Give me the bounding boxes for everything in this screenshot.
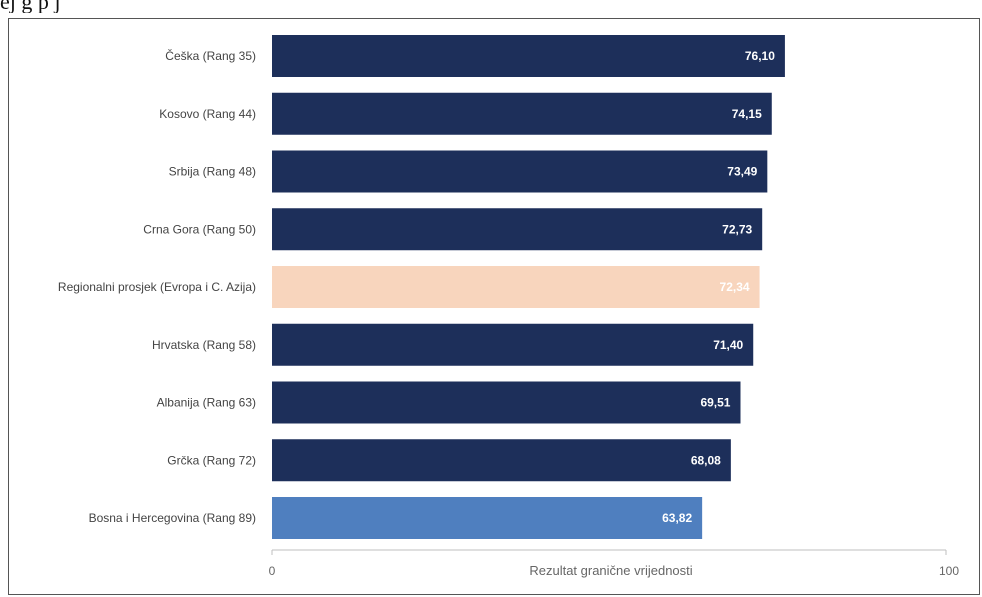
category-label: Albanija (Rang 63) [157, 396, 256, 410]
bar [272, 323, 754, 366]
category-label: Bosna i Hercegovina (Rang 89) [89, 511, 256, 525]
bar-value-label: 69,51 [700, 396, 730, 410]
bar [272, 439, 731, 482]
category-label: Regionalni prosjek (Evropa i C. Azija) [58, 280, 256, 294]
category-label: Grčka (Rang 72) [167, 453, 256, 467]
category-label: Srbija (Rang 48) [169, 165, 256, 179]
bar-value-label: 72,73 [722, 222, 752, 236]
category-label: Češka (Rang 35) [165, 48, 256, 63]
bar-value-label: 74,15 [732, 107, 762, 121]
bar [272, 266, 760, 308]
bar-value-label: 72,34 [720, 280, 750, 294]
x-tick-label: 0 [269, 564, 276, 578]
bar [272, 35, 785, 77]
bar [272, 92, 772, 135]
bar [272, 208, 763, 251]
category-label: Kosovo (Rang 44) [159, 107, 256, 121]
bar-value-label: 71,40 [713, 338, 743, 352]
x-tick-label: 100 [939, 564, 959, 578]
bar [272, 150, 768, 193]
category-label: Hrvatska (Rang 58) [152, 338, 256, 352]
x-axis-title: Rezultat granične vrijednosti [529, 563, 692, 578]
bar-value-label: 68,08 [691, 453, 721, 467]
bar [272, 381, 741, 424]
bar-value-label: 73,49 [727, 165, 757, 179]
page-top-cut-text: ej g p j [0, 0, 61, 13]
bar-value-label: 76,10 [745, 49, 775, 63]
chart-frame [8, 18, 980, 595]
bar-value-label: 63,82 [662, 511, 692, 525]
category-label: Crna Gora (Rang 50) [143, 222, 256, 236]
bar [272, 497, 703, 539]
